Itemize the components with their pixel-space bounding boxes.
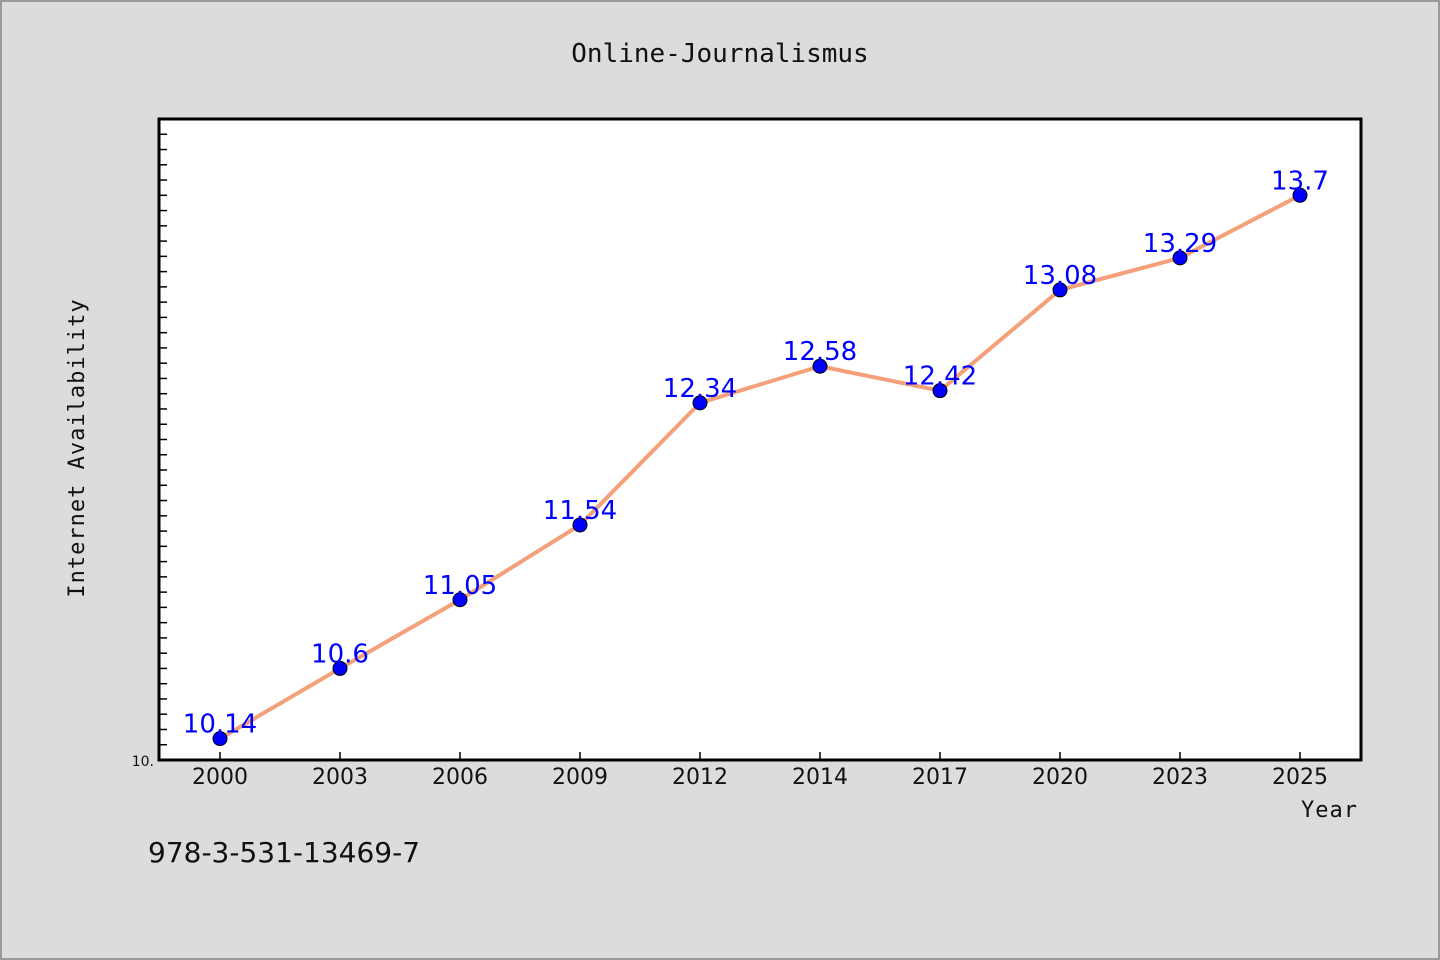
data-label: 12.34 [663, 374, 737, 404]
y-axis-ticks [159, 133, 167, 746]
data-label: 11.54 [543, 496, 617, 526]
data-label: 12.58 [783, 337, 857, 367]
x-tick-label: 2000 [192, 765, 248, 790]
data-label: 13.7 [1271, 166, 1329, 196]
data-label: 12.42 [903, 362, 977, 392]
x-tick-label: 2025 [1272, 765, 1328, 790]
x-tick-label: 2014 [792, 765, 848, 790]
x-axis-ticks: 2000 2003 2006 2009 2012 2014 2017 2020 2023 2025 [192, 752, 1328, 790]
data-point [212, 731, 228, 747]
series-layer [212, 187, 1308, 747]
x-tick-label: 2017 [912, 765, 968, 790]
x-tick-label: 2023 [1152, 765, 1208, 790]
isbn-footer: 978-3-531-13469-7 [148, 836, 420, 869]
data-point [1292, 187, 1308, 203]
data-point [1172, 250, 1188, 266]
y-axis-min-label: 10. [132, 754, 154, 770]
data-label: 11.05 [423, 571, 497, 601]
x-tick-label: 2012 [672, 765, 728, 790]
x-axis-title: Year [1301, 798, 1358, 823]
data-point [812, 358, 828, 374]
data-point [572, 517, 588, 533]
data-point [692, 395, 708, 411]
plot-area [157, 117, 1363, 762]
x-tick-label: 2003 [312, 765, 368, 790]
data-label: 10.6 [311, 639, 369, 669]
chart-title: Online-Journalismus [571, 39, 868, 69]
data-point [452, 592, 468, 608]
x-tick-label: 2020 [1032, 765, 1088, 790]
data-label: 10.14 [183, 710, 257, 740]
data-label: 13.08 [1023, 261, 1097, 291]
data-point [1052, 282, 1068, 298]
x-tick-label: 2009 [552, 765, 608, 790]
data-point [332, 660, 348, 676]
y-axis-title: Internet Availability [65, 298, 90, 597]
data-label: 13.29 [1143, 229, 1217, 259]
data-labels-layer: 10.14 10.6 11.05 11.54 12.34 12.58 12.42 13.08 1… [183, 166, 1329, 739]
x-tick-label: 2006 [432, 765, 488, 790]
series-line [218, 193, 1302, 741]
data-point [932, 383, 948, 399]
